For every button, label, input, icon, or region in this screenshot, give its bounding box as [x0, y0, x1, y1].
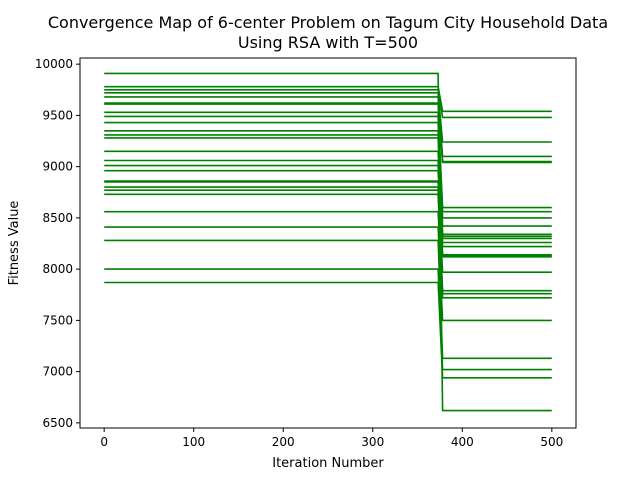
x-tick-label: 0 — [100, 435, 108, 449]
y-tick-label: 8000 — [42, 262, 73, 276]
y-axis-label: Fitness Value — [7, 201, 22, 286]
y-tick-label: 10000 — [35, 57, 73, 71]
series-line — [104, 103, 552, 164]
x-tick-label: 300 — [361, 435, 384, 449]
x-axis-ticks: 0 100 200 300 400 500 — [100, 428, 563, 449]
y-tick-label: 9500 — [42, 108, 73, 122]
series-line — [104, 281, 552, 379]
y-tick-label: 9000 — [42, 160, 73, 174]
series-line — [104, 89, 552, 119]
plot-area-frame — [79, 57, 577, 429]
x-tick-label: 200 — [272, 435, 295, 449]
y-tick-label: 7000 — [42, 365, 73, 379]
x-axis-label: Iteration Number — [272, 456, 384, 471]
chart-title-line-2: Using RSA with T=500 — [238, 33, 418, 52]
series-line — [104, 210, 552, 299]
series-line — [104, 226, 552, 322]
y-tick-label: 7500 — [42, 313, 73, 327]
y-axis-ticks: 6500 7000 7500 8000 8500 9000 9500 10000 — [35, 57, 80, 430]
x-tick-label: 500 — [540, 435, 563, 449]
y-tick-label: 6500 — [42, 416, 73, 430]
y-tick-label: 8500 — [42, 211, 73, 225]
x-tick-label: 100 — [182, 435, 205, 449]
series-line — [104, 239, 552, 360]
x-tick-label: 400 — [451, 435, 474, 449]
series-group — [104, 72, 552, 412]
chart-title-line-1: Convergence Map of 6-center Problem on T… — [48, 13, 608, 32]
